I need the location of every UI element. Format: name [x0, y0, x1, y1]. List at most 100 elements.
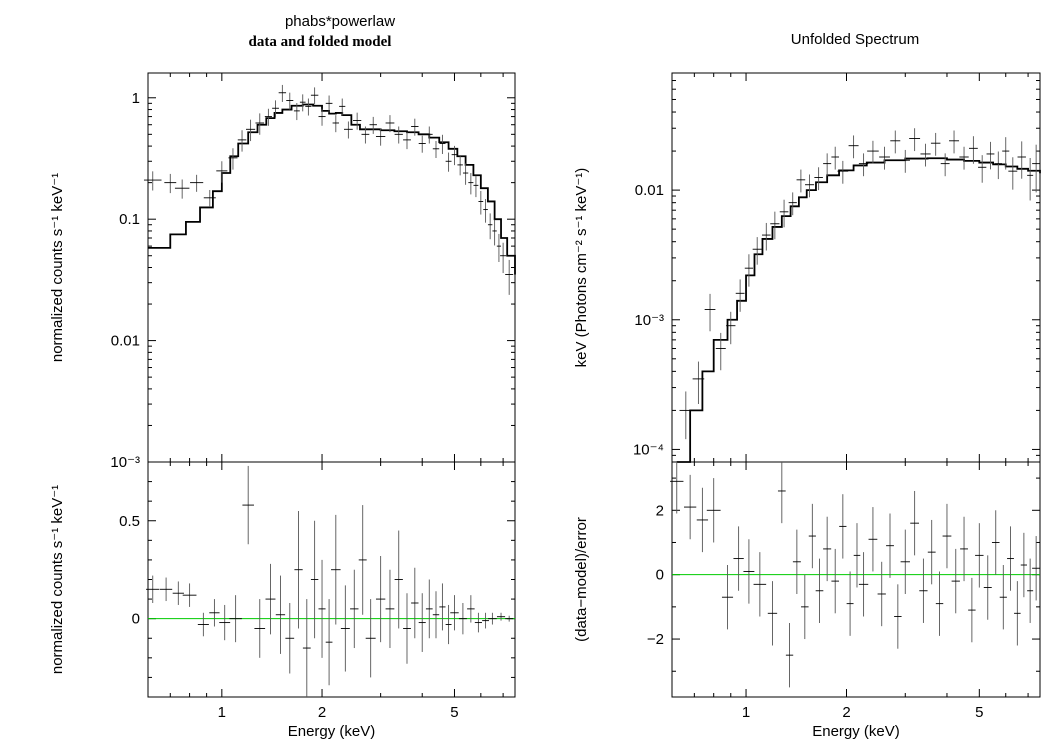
data-point	[264, 108, 272, 126]
model-step-line	[676, 157, 1041, 463]
data-point	[994, 151, 1003, 180]
data-point	[767, 581, 778, 646]
x-tick-label: 1	[218, 704, 226, 721]
data-point	[182, 583, 197, 607]
data-point	[462, 163, 469, 185]
data-point	[353, 112, 362, 130]
data-point	[339, 98, 346, 116]
data-point	[505, 615, 514, 622]
data-point	[960, 516, 968, 582]
data-point	[418, 593, 426, 652]
data-point	[293, 103, 300, 121]
data-point	[1008, 157, 1018, 190]
data-point	[209, 599, 220, 627]
data-point	[272, 100, 279, 118]
data-point	[482, 612, 489, 629]
data-point	[332, 115, 340, 133]
data-point	[978, 155, 987, 183]
data-point	[733, 526, 744, 591]
panel-right-top: 0.01 10⁻³ 10⁻⁴ keV (Photons cm⁻² s⁻¹ keV⁻¹)	[573, 72, 1041, 463]
data-point	[743, 539, 755, 604]
data-point	[432, 591, 440, 639]
data-point	[919, 558, 928, 623]
data-point	[1014, 581, 1021, 646]
data-point	[474, 612, 482, 633]
data-point	[492, 219, 497, 246]
data-point	[344, 121, 353, 139]
data-point	[365, 599, 376, 678]
data-point	[483, 199, 488, 223]
data-point	[858, 153, 869, 177]
data-point	[715, 332, 726, 371]
data-point	[425, 126, 433, 144]
data-point	[1032, 536, 1041, 601]
data-point	[197, 612, 209, 637]
data-point	[868, 507, 878, 572]
data-point	[286, 92, 294, 110]
right-title: Unfolded Spectrum	[791, 31, 919, 48]
data-point	[403, 132, 411, 150]
y-tick-label: 0.01	[111, 333, 140, 350]
data-point	[394, 530, 403, 629]
data-point	[706, 478, 721, 543]
data-point	[670, 462, 684, 514]
y-tick-label: 0.01	[635, 182, 664, 199]
data-point	[299, 94, 306, 112]
y-axis-label: normalized counts s⁻¹ keV⁻¹	[49, 173, 66, 362]
data-point	[265, 563, 276, 635]
data-point	[986, 141, 995, 170]
data-point	[219, 604, 231, 641]
data-point	[744, 254, 754, 287]
data-point	[294, 510, 303, 629]
data-point	[305, 98, 312, 116]
data-point	[808, 503, 816, 569]
data-point	[815, 558, 824, 623]
data-point	[942, 503, 952, 569]
data-point	[959, 146, 969, 170]
y-tick-label: 10⁻³	[110, 454, 140, 471]
data-point	[237, 130, 247, 152]
data-point	[302, 599, 311, 697]
data-point	[216, 161, 228, 183]
data-point	[753, 552, 767, 617]
data-point	[174, 179, 190, 199]
data-point	[894, 584, 902, 649]
data-point	[310, 87, 319, 105]
data-point	[228, 148, 238, 170]
data-point	[275, 575, 286, 654]
data-point	[318, 108, 326, 126]
data-point	[785, 622, 794, 688]
data-point	[788, 192, 797, 216]
data-point	[752, 237, 762, 265]
data-point	[886, 513, 894, 578]
data-point	[839, 494, 847, 559]
data-point	[679, 391, 693, 440]
x-tick-label: 5	[450, 704, 458, 721]
plot-frame	[671, 72, 1041, 463]
data-point	[451, 145, 458, 166]
data-point	[1007, 526, 1014, 591]
data-point	[496, 612, 506, 621]
data-point	[418, 135, 426, 153]
data-point	[858, 552, 869, 617]
data-point	[909, 128, 921, 152]
data-point	[684, 474, 697, 540]
data-point	[385, 115, 395, 133]
data-point	[325, 599, 333, 686]
y-axis-label: (data−model)/error	[573, 517, 590, 642]
data-point	[930, 132, 941, 156]
data-point	[385, 569, 395, 649]
data-point	[255, 113, 265, 135]
data-point	[831, 548, 840, 614]
data-point	[777, 462, 786, 524]
data-point	[488, 612, 497, 625]
data-point	[458, 603, 467, 635]
data-point	[403, 593, 411, 664]
data-point	[900, 529, 910, 594]
data-point	[900, 149, 910, 173]
data-point	[910, 490, 920, 556]
data-point	[190, 174, 204, 192]
data-point	[940, 153, 950, 177]
data-point	[801, 574, 809, 640]
y-tick-label: 10⁻⁴	[633, 441, 664, 458]
